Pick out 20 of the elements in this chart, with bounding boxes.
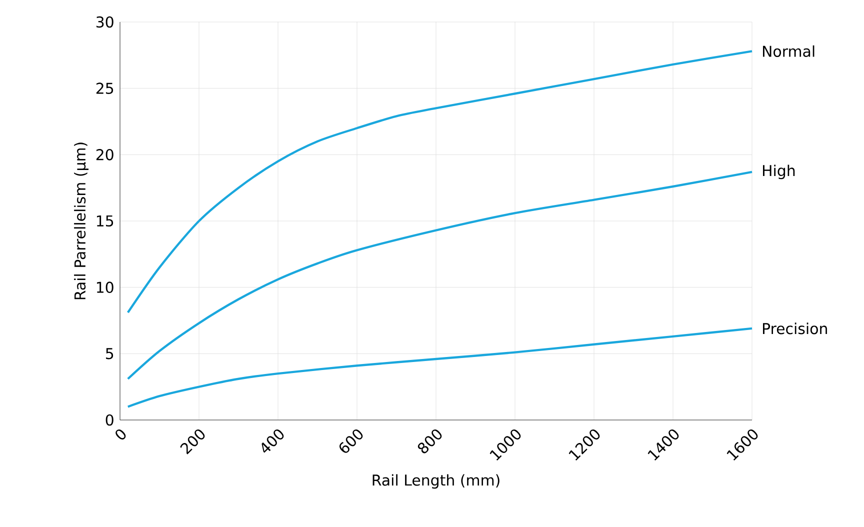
line-series [126,170,754,380]
y-tick-label: 25 [96,82,114,94]
x-tick-label: 400 [262,429,284,453]
y-axis-title: Rail Parrellelism (μm) [74,142,88,300]
y-tick-label: 10 [96,282,114,293]
y-tick-label: 20 [96,149,114,160]
y-tick-label: 15 [96,215,114,227]
series-label: High [762,164,795,180]
y-tick-label: 30 [96,16,114,28]
x-tick-label: 600 [339,429,363,453]
series-label: Normal [762,45,814,57]
y-tick-label: 0 [106,414,114,426]
x-tick-label: 800 [418,429,442,454]
x-axis-title: Rail Length (mm) [372,474,500,489]
x-tick-label: 0 [116,429,126,440]
line-series [126,50,754,314]
line-series [126,327,754,408]
y-tick-label: 5 [106,348,114,360]
x-tick-label: 200 [180,429,205,454]
series-label: Precision [762,322,827,334]
